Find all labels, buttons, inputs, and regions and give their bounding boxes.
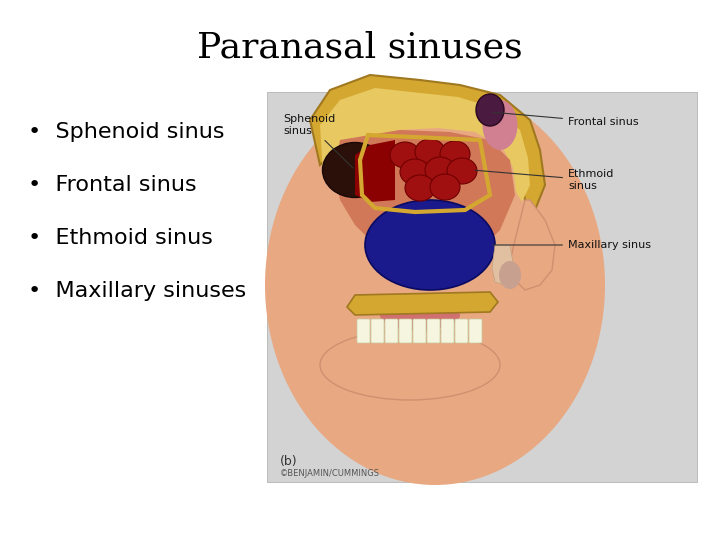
Polygon shape [335,130,515,262]
Ellipse shape [447,158,477,184]
Polygon shape [320,88,530,202]
Ellipse shape [430,174,460,200]
Polygon shape [492,245,515,285]
Text: Ethmoid
sinus: Ethmoid sinus [474,169,614,191]
Text: •  Sphenoid sinus: • Sphenoid sinus [28,122,225,142]
FancyBboxPatch shape [441,319,454,343]
FancyBboxPatch shape [399,319,412,343]
Text: Frontal sinus: Frontal sinus [492,112,639,127]
Ellipse shape [390,142,420,168]
Text: •  Maxillary sinuses: • Maxillary sinuses [28,281,246,301]
Text: •  Frontal sinus: • Frontal sinus [28,175,197,195]
FancyBboxPatch shape [371,319,384,343]
Polygon shape [310,75,545,210]
Polygon shape [347,292,498,315]
Ellipse shape [415,139,445,165]
Ellipse shape [425,157,455,183]
FancyBboxPatch shape [455,319,468,343]
FancyBboxPatch shape [427,319,440,343]
FancyBboxPatch shape [413,319,426,343]
Ellipse shape [476,94,504,126]
Ellipse shape [400,159,430,185]
Ellipse shape [482,100,518,150]
Ellipse shape [323,143,387,198]
Text: ©BENJAMIN/CUMMINGS: ©BENJAMIN/CUMMINGS [280,469,380,478]
Ellipse shape [405,175,435,201]
Ellipse shape [265,85,605,485]
Ellipse shape [320,330,500,400]
Text: (b): (b) [280,455,297,468]
FancyBboxPatch shape [357,319,370,343]
Text: •  Ethmoid sinus: • Ethmoid sinus [28,228,213,248]
Polygon shape [355,140,395,202]
Text: Maxillary sinus: Maxillary sinus [492,240,651,250]
FancyBboxPatch shape [385,319,398,343]
FancyBboxPatch shape [469,319,482,343]
Ellipse shape [499,261,521,289]
Text: Sphenoid
sinus: Sphenoid sinus [283,114,353,168]
Polygon shape [510,200,555,290]
Ellipse shape [380,300,460,330]
Ellipse shape [365,200,495,290]
Text: Paranasal sinuses: Paranasal sinuses [197,30,523,64]
Bar [267,92,697,482]
Ellipse shape [440,141,470,167]
